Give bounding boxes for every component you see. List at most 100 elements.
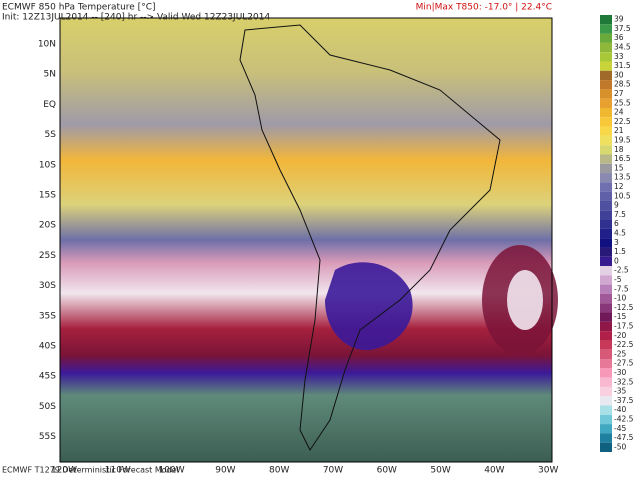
colorbar-swatch — [600, 70, 612, 81]
colorbar-swatch — [600, 442, 612, 452]
temperature-field — [60, 18, 552, 462]
colorbar-swatch — [600, 368, 612, 378]
longitude-label: 30W — [538, 466, 558, 476]
colorbar-swatch — [600, 359, 612, 369]
colorbar-swatch — [600, 256, 612, 267]
colorbar-label: -7.5 — [614, 284, 629, 293]
colorbar-swatch — [600, 405, 612, 415]
colorbar-label: 25.5 — [614, 98, 631, 107]
map-frame — [59, 17, 553, 463]
colorbar-swatch — [600, 340, 612, 350]
colorbar-swatch — [600, 377, 612, 387]
colorbar-label: -5 — [614, 275, 622, 284]
colorbar-label: -35 — [614, 387, 626, 396]
colorbar-label: -27.5 — [614, 359, 634, 368]
colorbar-swatch — [600, 135, 612, 146]
colorbar-label: -45 — [614, 424, 626, 433]
latitude-labels: 10N 5N EQ 5S 10S 15S 20S 25S 30S 35S 40S 45S 50S 55S — [38, 40, 56, 443]
latitude-label: 40S — [39, 342, 56, 352]
colorbar-label: -17.5 — [614, 321, 634, 330]
colorbar-label: 30 — [614, 70, 624, 79]
colorbar-swatch — [600, 80, 612, 90]
colorbar-label: 31.5 — [614, 61, 631, 70]
colorbar-label: 22.5 — [614, 117, 631, 126]
longitude-label: 110W — [105, 466, 131, 476]
map-title: ECMWF 850 hPa Temperature [°C] — [2, 3, 156, 13]
colorbar-swatch — [600, 15, 612, 25]
colorbar-swatch — [600, 89, 612, 99]
footer: ECMWF T1279 Deterministic Forecast Model — [2, 466, 179, 475]
colorbar-swatch — [600, 182, 612, 192]
latitude-label: 30S — [39, 281, 56, 291]
min-max: Min|Max T850: -17.0° | 22.4°C — [416, 3, 552, 13]
colorbar-swatch — [600, 312, 612, 322]
colorbar-swatch — [600, 98, 612, 108]
colorbar-label: 7.5 — [614, 210, 626, 219]
colorbar-label: 6 — [614, 219, 619, 228]
south-america-outline — [239, 24, 501, 451]
colorbar-label: -10 — [614, 294, 626, 303]
longitude-label: 120W — [51, 466, 77, 476]
latitude-label: 10S — [39, 160, 56, 170]
colorbar-label: 33 — [614, 52, 624, 61]
colorbar-label: 34.5 — [614, 43, 631, 52]
longitude-labels: 120W 110W 100W 90W 80W 70W 60W 50W 40W 30W — [51, 466, 559, 476]
colorbar-swatch — [600, 219, 612, 229]
colorbar-swatch — [600, 173, 612, 183]
colorbar: 3937.53634.53331.53028.52725.52422.52119… — [600, 15, 634, 452]
colorbar-label: 21 — [614, 126, 624, 135]
colorbar-swatch — [600, 42, 612, 53]
colorbar-swatch — [600, 321, 612, 332]
colorbar-label: 16.5 — [614, 154, 631, 163]
latitude-label: EQ — [43, 100, 56, 110]
colorbar-swatch — [600, 396, 612, 406]
colorbar-label: -12.5 — [614, 303, 634, 312]
colorbar-label: 0 — [614, 256, 619, 265]
colorbar-swatch — [600, 200, 612, 211]
colorbar-label: 12 — [614, 182, 624, 191]
latitude-label: 45S — [39, 372, 56, 382]
longitude-label: 100W — [159, 466, 185, 476]
colorbar-swatch — [600, 228, 612, 239]
colorbar-swatch — [600, 154, 612, 164]
colorbar-swatch — [600, 275, 612, 285]
colorbar-swatch — [600, 117, 612, 127]
colorbar-label: 39 — [614, 15, 624, 24]
colorbar-label: 28.5 — [614, 80, 631, 89]
longitude-label: 40W — [484, 466, 504, 476]
colorbar-swatch — [600, 331, 612, 341]
colorbar-label: 37.5 — [614, 24, 631, 33]
colorbar-label: -50 — [614, 442, 626, 451]
colorbar-swatch — [600, 293, 612, 304]
colorbar-swatch — [600, 24, 612, 34]
colorbar-swatch — [600, 52, 612, 62]
colorbar-swatch — [600, 386, 612, 397]
latitude-label: 25S — [39, 251, 56, 261]
colorbar-swatch — [600, 247, 612, 257]
colorbar-swatch — [600, 107, 612, 118]
colorbar-label: 15 — [614, 163, 624, 172]
colorbar-label: -30 — [614, 368, 626, 377]
colorbar-swatch — [600, 191, 612, 201]
longitude-label: 70W — [323, 466, 343, 476]
colorbar-label: -15 — [614, 312, 626, 321]
warm-core — [507, 270, 543, 330]
colorbar-label: -42.5 — [614, 414, 634, 423]
latitude-label: 35S — [39, 311, 56, 321]
latitude-label: 5S — [45, 130, 57, 140]
colorbar-swatch — [600, 145, 612, 155]
colorbar-swatch — [600, 349, 612, 360]
colorbar-label: -20 — [614, 331, 626, 340]
longitude-label: 50W — [430, 466, 450, 476]
colorbar-swatch — [600, 163, 612, 174]
colorbar-swatch — [600, 33, 612, 43]
latitude-label: 10N — [38, 40, 56, 50]
colorbar-label: 1.5 — [614, 247, 626, 256]
cold-airmass — [325, 262, 413, 351]
latitude-label: 5N — [44, 70, 56, 80]
colorbar-label: 24 — [614, 108, 624, 117]
colorbar-label: -2.5 — [614, 266, 629, 275]
colorbar-label: 19.5 — [614, 136, 631, 145]
colorbar-swatch — [600, 303, 612, 313]
